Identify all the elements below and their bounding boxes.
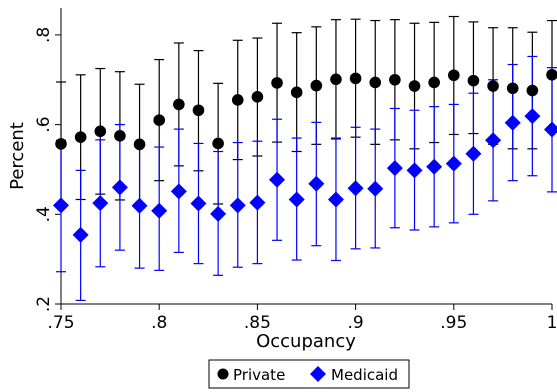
point-medicaid bbox=[210, 205, 227, 222]
point-medicaid bbox=[92, 195, 109, 212]
point-medicaid bbox=[426, 158, 443, 175]
x-tick-label: .95 bbox=[440, 313, 467, 333]
legend-box bbox=[208, 359, 410, 389]
point-medicaid bbox=[347, 180, 364, 197]
legend-label-medicaid: Medicaid bbox=[331, 366, 398, 384]
point-medicaid bbox=[151, 202, 168, 219]
point-medicaid bbox=[504, 114, 521, 131]
point-private bbox=[74, 131, 87, 143]
point-medicaid bbox=[406, 162, 423, 179]
point-medicaid bbox=[53, 197, 69, 214]
point-private bbox=[310, 79, 323, 92]
series-layer bbox=[53, 15, 557, 302]
point-private bbox=[114, 130, 126, 142]
point-medicaid bbox=[386, 160, 403, 177]
point-private bbox=[192, 104, 205, 117]
point-private bbox=[271, 77, 283, 89]
x-tick-label: .9 bbox=[347, 313, 363, 333]
point-private bbox=[506, 82, 519, 95]
point-private bbox=[349, 72, 362, 85]
point-medicaid bbox=[367, 180, 384, 197]
point-private bbox=[231, 94, 244, 106]
legend-marker-private bbox=[217, 368, 229, 380]
x-axis-title: Occupancy bbox=[256, 331, 356, 352]
point-private bbox=[330, 73, 342, 86]
point-medicaid bbox=[524, 108, 541, 125]
x-tick-label: .8 bbox=[151, 313, 167, 333]
point-medicaid bbox=[131, 197, 148, 214]
y-tick-label: .4 bbox=[34, 206, 54, 222]
markers-private bbox=[55, 69, 557, 151]
y-tick-label: .6 bbox=[34, 116, 54, 132]
point-private bbox=[487, 80, 499, 92]
x-tick-label: .75 bbox=[47, 313, 74, 333]
point-medicaid bbox=[269, 171, 286, 188]
point-medicaid bbox=[445, 155, 462, 172]
y-tick-label: .8 bbox=[34, 27, 54, 43]
point-medicaid bbox=[308, 175, 325, 192]
point-private bbox=[212, 137, 224, 150]
legend-marker-medicaid bbox=[310, 366, 326, 382]
point-medicaid bbox=[249, 194, 266, 211]
point-medicaid bbox=[190, 195, 207, 212]
point-private bbox=[55, 138, 67, 150]
point-private bbox=[153, 114, 165, 126]
point-private bbox=[428, 76, 440, 89]
point-private bbox=[467, 74, 480, 87]
point-private bbox=[94, 125, 107, 138]
point-private bbox=[546, 69, 557, 81]
legend-label-private: Private bbox=[233, 366, 285, 384]
x-axis-ticks: .75 .8 .85 .9 .95 1 bbox=[47, 304, 557, 333]
point-private bbox=[133, 138, 146, 151]
point-private bbox=[173, 98, 185, 111]
point-medicaid bbox=[170, 183, 187, 200]
x-tick-label: 1 bbox=[547, 313, 557, 333]
point-private bbox=[408, 80, 421, 92]
point-medicaid bbox=[111, 179, 128, 196]
point-medicaid bbox=[72, 226, 89, 243]
point-private bbox=[251, 91, 264, 103]
y-axis-ticks: .2 .4 .6 .8 bbox=[34, 27, 61, 312]
point-private bbox=[448, 69, 460, 82]
point-medicaid bbox=[288, 191, 305, 208]
point-medicaid bbox=[229, 197, 246, 214]
legend: Private Medicaid bbox=[208, 359, 410, 389]
point-private bbox=[290, 86, 303, 99]
y-axis-title: Percent bbox=[7, 122, 28, 190]
x-tick-label: .85 bbox=[244, 313, 271, 333]
point-private bbox=[389, 73, 401, 86]
point-private bbox=[526, 84, 539, 97]
y-tick-label: .2 bbox=[34, 296, 54, 312]
point-medicaid bbox=[485, 132, 502, 149]
point-medicaid bbox=[544, 121, 557, 138]
point-medicaid bbox=[465, 145, 482, 162]
markers-medicaid bbox=[53, 108, 557, 243]
point-private bbox=[369, 76, 382, 89]
point-medicaid bbox=[327, 191, 344, 208]
